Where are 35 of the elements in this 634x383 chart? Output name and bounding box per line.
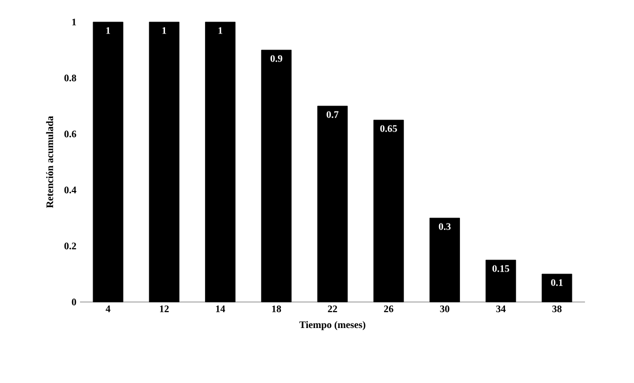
bar: [542, 274, 572, 302]
data-label: 0.1: [551, 279, 563, 286]
x-tick-label: 4: [106, 306, 110, 312]
y-tick-label: 0.2: [64, 242, 76, 250]
data-label: 0.15: [492, 265, 510, 272]
x-tick-label: 26: [384, 306, 394, 312]
data-label: 0.65: [380, 125, 397, 132]
data-label: 0.7: [326, 111, 338, 118]
y-tick-label: 1: [72, 18, 76, 26]
x-tick-label: 38: [552, 306, 562, 312]
x-tick-label: 12: [160, 306, 169, 312]
y-axis-title: Retención acumulada: [46, 116, 54, 208]
bar: [261, 50, 292, 302]
x-tick-label: 30: [440, 306, 450, 312]
y-tick-label: 0.4: [64, 186, 76, 194]
bar: [205, 22, 236, 302]
bar: [317, 106, 348, 302]
data-label: 0.9: [270, 55, 282, 62]
y-tick-label: 0.6: [64, 130, 76, 138]
bar: [430, 218, 460, 302]
x-axis-title: Tiempo (meses): [299, 321, 366, 330]
x-tick-label: 18: [272, 306, 282, 312]
y-tick-label: 0: [72, 298, 76, 306]
data-label: 0.3: [438, 223, 451, 230]
bar: [373, 120, 404, 302]
data-label: 1: [218, 27, 222, 34]
data-label: 1: [162, 27, 166, 34]
x-tick-label: 14: [216, 306, 226, 312]
bar: [486, 260, 516, 302]
x-tick-label: 22: [328, 306, 338, 312]
y-tick-label: 0.8: [64, 74, 76, 82]
bar: [92, 22, 124, 302]
data-label: 1: [106, 27, 110, 34]
x-tick-label: 34: [496, 306, 506, 312]
bar: [148, 22, 180, 302]
